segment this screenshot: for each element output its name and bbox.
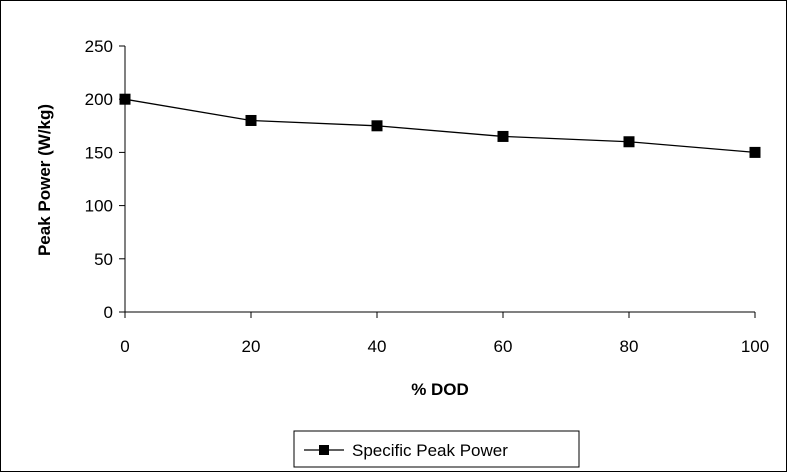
data-point: [623, 136, 635, 148]
y-tick-label: 100: [85, 197, 113, 216]
legend-marker: [319, 445, 329, 455]
y-tick-label: 50: [94, 250, 113, 269]
x-tick-label: 40: [368, 337, 387, 356]
x-tick-label: 100: [741, 337, 769, 356]
y-tick-label: 200: [85, 90, 113, 109]
y-axis: 0 50 100 150 200 250: [85, 37, 125, 322]
x-tick-label: 80: [620, 337, 639, 356]
y-tick-label: 250: [85, 37, 113, 56]
plot-area: [124, 46, 755, 313]
x-tick-label: 60: [494, 337, 513, 356]
y-tick-label: 0: [104, 303, 113, 322]
legend: Specific Peak Power: [293, 430, 580, 468]
legend-label: Specific Peak Power: [352, 441, 508, 460]
x-tick-label: 0: [120, 337, 129, 356]
x-tick-label: 20: [242, 337, 261, 356]
data-point: [749, 146, 761, 158]
data-point: [497, 130, 509, 142]
series-line: [124, 98, 756, 154]
x-axis-title: % DOD: [411, 380, 469, 399]
legend-box: [293, 430, 580, 468]
data-point: [119, 93, 131, 105]
series-layer: [119, 93, 761, 158]
x-axis: 0 20 40 60 80 100: [120, 312, 769, 356]
data-point: [371, 120, 383, 132]
y-axis-title: Peak Power (W/kg): [35, 104, 54, 256]
y-tick-label: 150: [85, 143, 113, 162]
data-point: [245, 114, 257, 126]
